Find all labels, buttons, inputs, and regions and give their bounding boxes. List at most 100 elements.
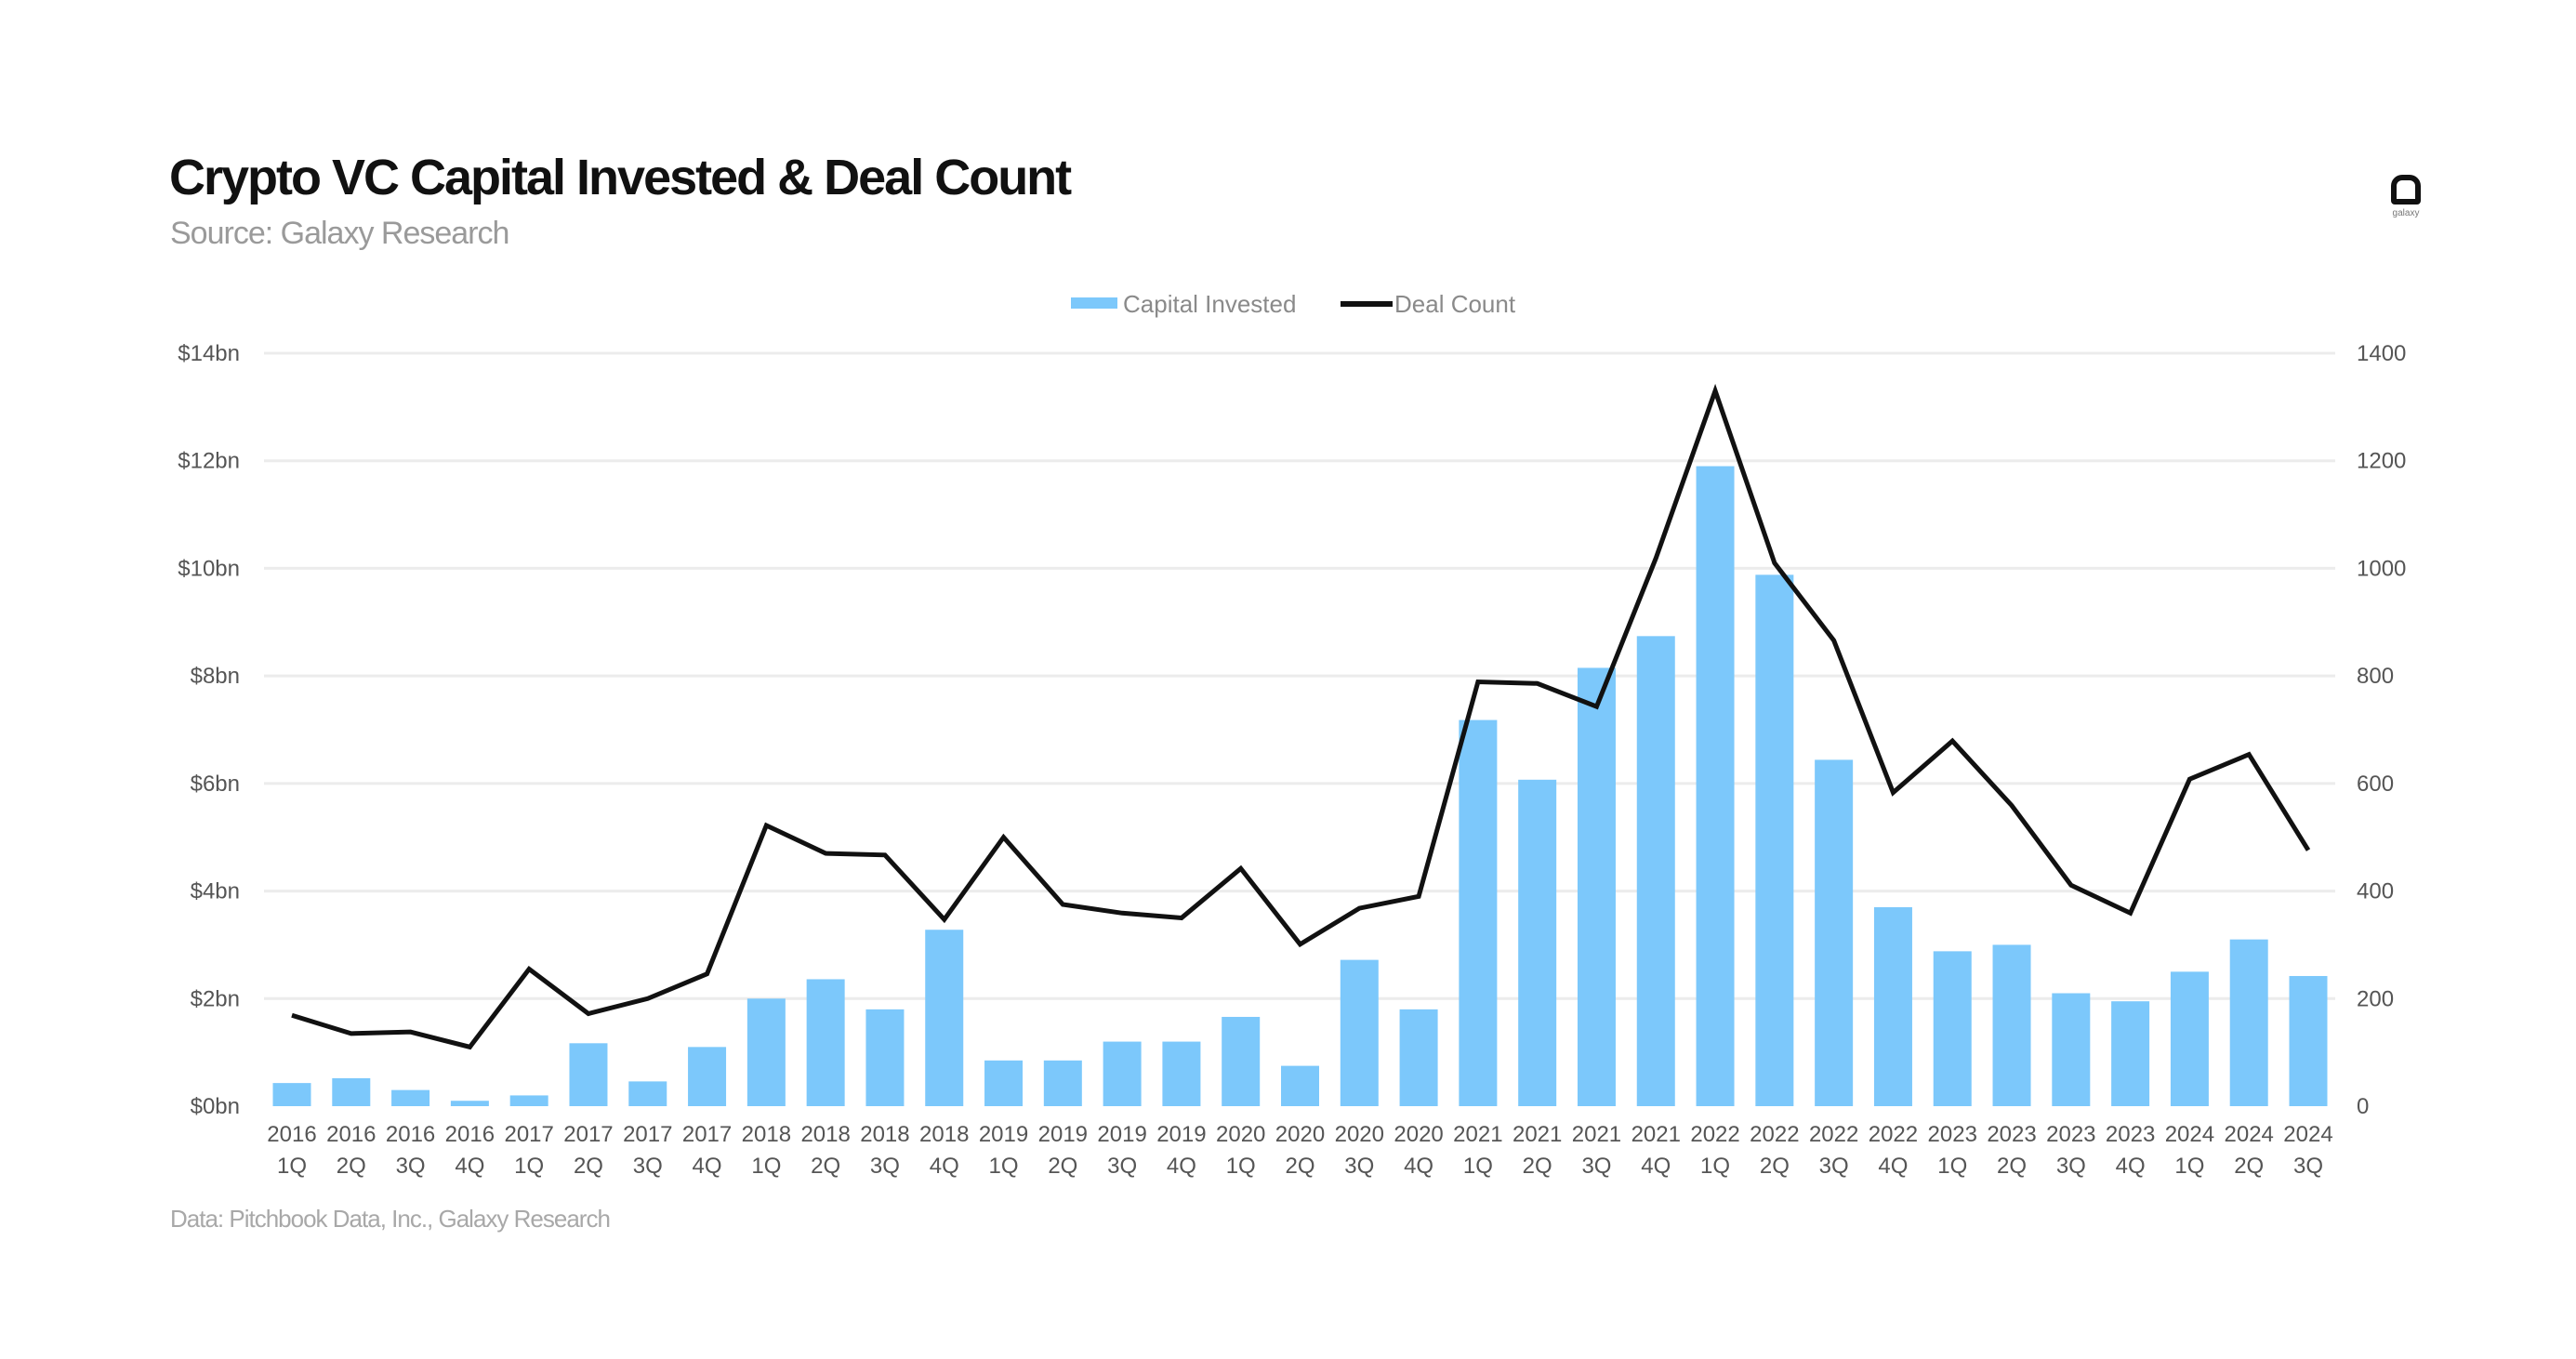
x-tick-label-quarter: 2Q [1285,1154,1314,1179]
x-tick-label-quarter: 3Q [2056,1154,2086,1179]
x-tick-label-quarter: 4Q [1878,1154,1908,1179]
x-tick-label-year: 2020 [1275,1122,1325,1147]
x-tick-label-quarter: 4Q [455,1154,484,1179]
right-axis-tick-label: 1400 [2357,341,2406,366]
x-tick-label-year: 2024 [2225,1122,2274,1147]
x-tick-label-year: 2019 [1097,1122,1146,1147]
x-tick-label-year: 2017 [682,1122,732,1147]
galaxy-logo: galaxy [2385,175,2426,218]
x-tick-label-year: 2019 [1038,1122,1088,1147]
bar-capital-invested [806,979,845,1106]
bar-capital-invested [1103,1041,1142,1106]
bar-capital-invested [1043,1060,1082,1106]
x-tick-label-quarter: 3Q [1107,1154,1137,1179]
x-tick-label-year: 2020 [1216,1122,1265,1147]
x-tick-label-year: 2022 [1869,1122,1918,1147]
x-tick-label-year: 2017 [623,1122,672,1147]
x-tick-label-year: 2020 [1394,1122,1443,1147]
x-tick-label-quarter: 4Q [1167,1154,1196,1179]
right-axis-tick-label: 600 [2357,772,2394,797]
bar-capital-invested [1340,959,1379,1106]
bar-capital-invested [509,1095,548,1106]
bar-capital-invested [1577,667,1616,1106]
x-tick-label-quarter: 3Q [2293,1154,2323,1179]
bar-capital-invested [925,930,964,1106]
bar-capital-invested [1399,1009,1438,1106]
x-tick-label-quarter: 1Q [751,1154,781,1179]
x-tick-label-quarter: 3Q [396,1154,426,1179]
x-tick-label-quarter: 4Q [1641,1154,1671,1179]
left-axis-tick-label: $14bn [178,341,240,366]
x-tick-label-year: 2018 [800,1122,850,1147]
x-tick-label-year: 2022 [1809,1122,1858,1147]
x-tick-label-year: 2021 [1513,1122,1562,1147]
x-tick-label-quarter: 1Q [1226,1154,1256,1179]
bar-capital-invested [688,1047,727,1106]
x-tick-label-quarter: 1Q [1937,1154,1967,1179]
bar-capital-invested [1281,1065,1319,1106]
galaxy-logo-icon [2391,175,2421,205]
left-axis-tick-label: $8bn [191,664,240,689]
x-tick-label-year: 2022 [1750,1122,1799,1147]
left-axis-tick-label: $0bn [191,1094,240,1119]
x-tick-label-year: 2017 [563,1122,613,1147]
bar-capital-invested [2170,971,2209,1106]
legend-label-capital-invested: Capital Invested [1123,290,1296,318]
x-tick-label-year: 2024 [2283,1122,2332,1147]
bar-capital-invested [628,1081,667,1106]
x-tick-label-year: 2021 [1572,1122,1621,1147]
x-tick-label-quarter: 2Q [2234,1154,2264,1179]
x-tick-label-quarter: 4Q [2116,1154,2146,1179]
legend-label-deal-count: Deal Count [1394,290,1516,318]
bar-capital-invested [865,1009,905,1106]
left-axis-tick-label: $12bn [178,449,240,474]
bar-capital-invested [1992,944,2031,1106]
x-tick-label-year: 2018 [860,1122,909,1147]
x-tick-label-quarter: 2Q [337,1154,366,1179]
x-tick-label-year: 2020 [1335,1122,1384,1147]
x-tick-label-year: 2023 [1987,1122,2036,1147]
x-tick-label-quarter: 1Q [277,1154,307,1179]
bar-capital-invested [746,998,786,1106]
x-tick-label-quarter: 1Q [1700,1154,1730,1179]
x-tick-label-year: 2016 [445,1122,495,1147]
x-tick-label-year: 2023 [2106,1122,2155,1147]
left-axis-tick-label: $2bn [191,986,240,1011]
x-tick-label-year: 2018 [919,1122,969,1147]
bar-capital-invested [450,1101,489,1106]
x-tick-label-year: 2021 [1631,1122,1681,1147]
x-tick-label-quarter: 3Q [1581,1154,1611,1179]
x-tick-label-year: 2019 [979,1122,1028,1147]
bar-capital-invested [1873,906,1912,1106]
right-axis-tick-label: 1200 [2357,449,2406,474]
bar-capital-invested [1459,719,1498,1106]
x-tick-label-quarter: 2Q [1523,1154,1552,1179]
x-tick-label-year: 2024 [2165,1122,2214,1147]
bar-capital-invested [569,1043,608,1106]
bar-capital-invested [1755,574,1794,1106]
left-axis-tick-label: $4bn [191,879,240,904]
right-axis-tick-label: 400 [2357,879,2394,904]
capital-invested-bars [272,466,2328,1106]
logo-text: galaxy [2392,208,2420,218]
x-tick-label-quarter: 2Q [574,1154,603,1179]
right-axis-tick-label: 800 [2357,664,2394,689]
x-tick-label-quarter: 1Q [1463,1154,1493,1179]
x-tick-label-year: 2016 [267,1122,316,1147]
legend: Capital Invested Deal Count [1071,290,1516,318]
bar-capital-invested [2111,1001,2150,1106]
bar-capital-invested [984,1060,1024,1106]
x-tick-label-year: 2019 [1156,1122,1206,1147]
bar-capital-invested [391,1089,430,1106]
x-tick-label-year: 2022 [1690,1122,1739,1147]
bar-capital-invested [1222,1016,1261,1106]
gridlines [264,351,2335,1000]
right-axis-tick-label: 0 [2357,1094,2369,1119]
left-axis-tick-label: $10bn [178,556,240,581]
bar-capital-invested [2229,939,2268,1106]
x-tick-label-year: 2017 [504,1122,553,1147]
x-tick-label-quarter: 4Q [930,1154,959,1179]
x-tick-label-quarter: 2Q [1997,1154,2027,1179]
bar-capital-invested [1933,951,1972,1106]
